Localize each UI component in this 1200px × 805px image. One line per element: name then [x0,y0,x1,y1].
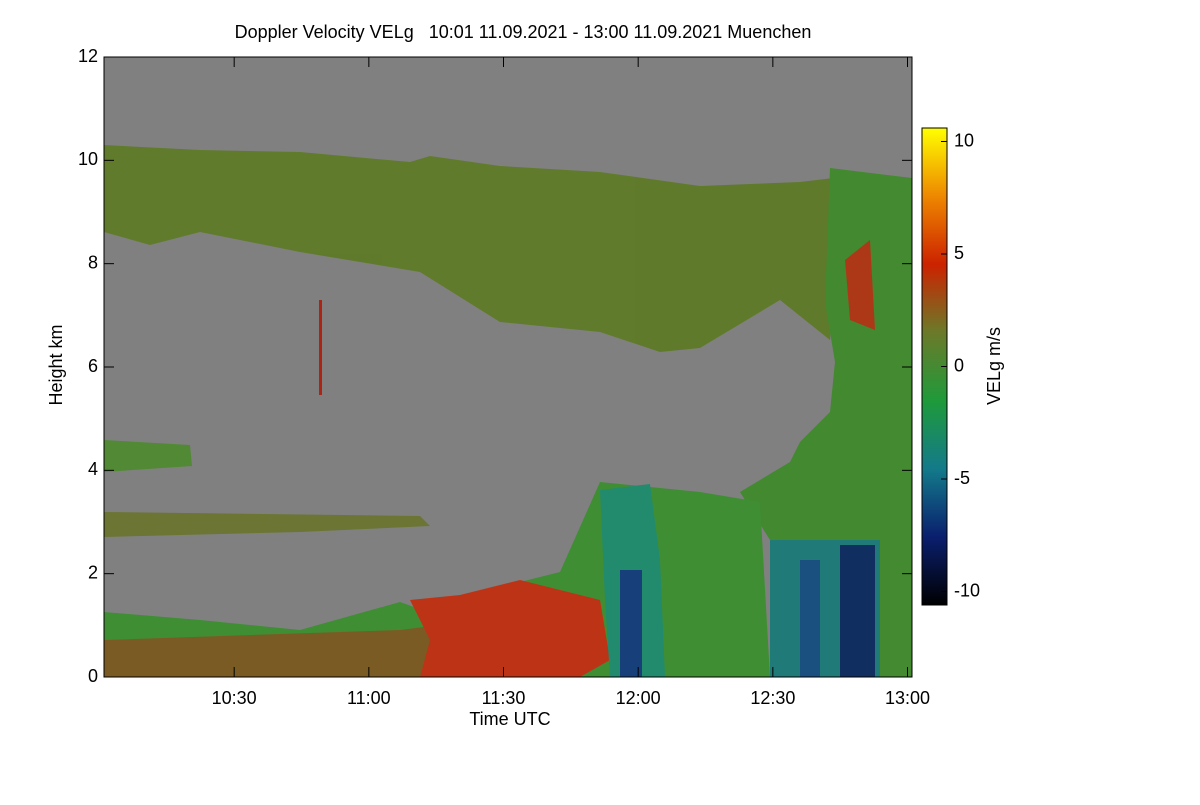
y-tick-label: 6 [88,356,98,376]
colorbar-tick-label: 10 [954,130,974,150]
y-tick-label: 8 [88,252,98,272]
x-tick-label: 12:00 [616,688,661,708]
y-tick-label: 0 [88,666,98,686]
colorbar-label: VELg m/s [984,327,1004,405]
colorbar-tick-label: 5 [954,243,964,263]
y-tick-label: 2 [88,562,98,582]
x-tick-label: 11:30 [482,688,526,708]
colorbar-tick-label: -5 [954,468,970,488]
x-tick-label: 12:30 [750,688,795,708]
x-tick-label: 10:30 [212,688,257,708]
echo-field [104,145,912,677]
x-axis-label: Time UTC [469,709,550,729]
x-tick-label: 11:00 [347,688,391,708]
y-tick-label: 4 [88,459,98,479]
colorbar-tick-label: 0 [954,355,964,375]
chart-title: Doppler Velocity VELg 10:01 11.09.2021 -… [235,22,812,42]
y-tick-label: 12 [78,46,98,66]
y-axis-label: Height km [46,324,66,405]
x-tick-label: 13:00 [885,688,930,708]
y-tick-label: 10 [78,149,98,169]
colorbar-tick-label: -10 [954,580,980,600]
